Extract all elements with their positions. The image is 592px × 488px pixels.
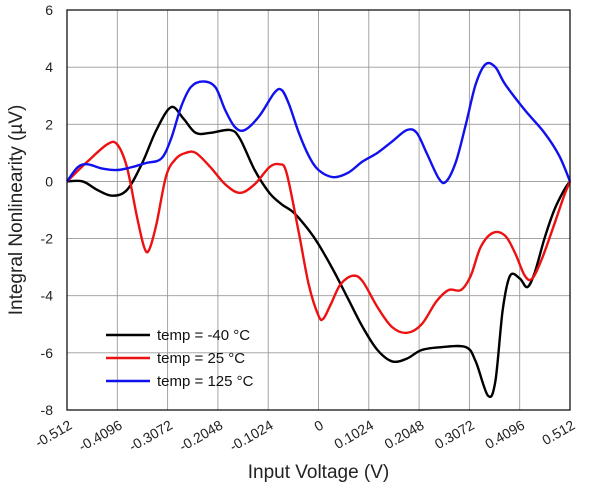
x-tick-label: -0.3072: [126, 417, 175, 455]
legend: temp = -40 °C temp = 25 °C temp = 125 °C: [106, 327, 254, 390]
x-tick-labels: -0.512 -0.4096 -0.3072 -0.2048 -0.1024 0 0.102…: [32, 417, 578, 455]
y-tick-label: -2: [41, 231, 54, 247]
grid: [67, 10, 570, 410]
x-tick-label: 0.512: [539, 417, 578, 448]
y-tick-label: -6: [41, 345, 54, 361]
y-tick-label: 4: [45, 59, 53, 75]
x-tick-label: -0.2048: [176, 417, 225, 455]
legend-label-125: temp = 125 °C: [157, 373, 254, 390]
x-tick-label: 0: [311, 417, 326, 435]
y-tick-label: -4: [41, 288, 54, 304]
y-tick-labels: -8 -6 -4 -2 0 2 4 6: [41, 2, 54, 418]
y-tick-label: 2: [45, 116, 53, 132]
y-tick-label: 0: [45, 173, 53, 189]
x-tick-label: 0.3072: [432, 417, 477, 452]
x-tick-label: 0.4096: [482, 417, 527, 452]
x-axis-title: Input Voltage (V): [248, 462, 390, 483]
y-axis-title: Integral Nonlinearity (µV): [6, 105, 27, 316]
legend-label-25: temp = 25 °C: [157, 350, 245, 367]
y-tick-label: -8: [41, 402, 54, 418]
x-tick-label: 0.2048: [382, 417, 427, 452]
x-tick-label: -0.1024: [227, 417, 276, 455]
y-tick-label: 6: [45, 2, 53, 18]
x-tick-label: -0.4096: [76, 417, 125, 455]
x-tick-label: -0.512: [32, 417, 75, 451]
legend-label-minus40: temp = -40 °C: [157, 327, 250, 344]
x-tick-label: 0.1024: [331, 417, 376, 452]
